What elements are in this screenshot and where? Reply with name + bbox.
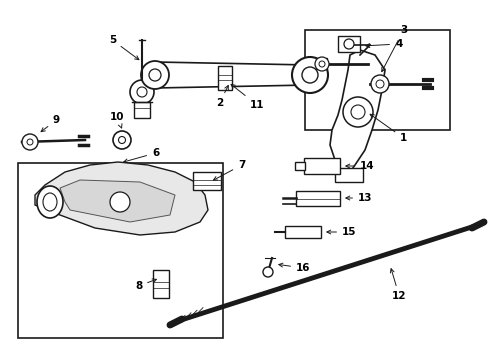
- Circle shape: [302, 67, 317, 83]
- Text: 1: 1: [369, 114, 407, 143]
- Ellipse shape: [43, 193, 57, 211]
- Bar: [334, 168, 362, 182]
- Circle shape: [113, 131, 131, 149]
- Text: 10: 10: [110, 112, 124, 128]
- Text: 16: 16: [278, 263, 310, 273]
- Circle shape: [263, 267, 272, 277]
- Text: 4: 4: [365, 39, 402, 49]
- Text: 6: 6: [123, 148, 159, 163]
- Text: 2: 2: [216, 85, 228, 108]
- Bar: [305, 30, 449, 130]
- Text: 7: 7: [213, 160, 245, 180]
- Text: 3: 3: [381, 25, 407, 72]
- Circle shape: [27, 139, 33, 145]
- Bar: [337, 36, 359, 52]
- Ellipse shape: [37, 186, 63, 218]
- Circle shape: [137, 87, 147, 97]
- Bar: [294, 162, 305, 170]
- Bar: [295, 191, 339, 206]
- Bar: [285, 226, 320, 238]
- Circle shape: [118, 136, 125, 144]
- Text: 5: 5: [108, 35, 139, 60]
- Bar: [304, 158, 339, 174]
- Polygon shape: [60, 180, 175, 222]
- Bar: [218, 66, 231, 90]
- Bar: [193, 172, 221, 190]
- Text: 8: 8: [135, 279, 156, 291]
- Circle shape: [342, 97, 372, 127]
- Bar: [18, 163, 223, 338]
- Text: 11: 11: [230, 84, 264, 110]
- Text: 9: 9: [41, 115, 60, 132]
- Circle shape: [130, 80, 154, 104]
- Circle shape: [350, 105, 364, 119]
- Polygon shape: [35, 162, 207, 235]
- Circle shape: [343, 39, 353, 49]
- Text: 15: 15: [326, 227, 356, 237]
- Text: 12: 12: [389, 269, 406, 301]
- Bar: [153, 270, 169, 298]
- Circle shape: [141, 61, 169, 89]
- Circle shape: [110, 192, 130, 212]
- Circle shape: [370, 75, 388, 93]
- Bar: [134, 102, 150, 118]
- Polygon shape: [329, 50, 384, 175]
- Circle shape: [149, 69, 161, 81]
- Circle shape: [314, 57, 328, 71]
- Circle shape: [375, 80, 383, 88]
- Circle shape: [291, 57, 327, 93]
- Text: 13: 13: [345, 193, 372, 203]
- Circle shape: [22, 134, 38, 150]
- Circle shape: [318, 61, 325, 67]
- Text: 14: 14: [345, 161, 374, 171]
